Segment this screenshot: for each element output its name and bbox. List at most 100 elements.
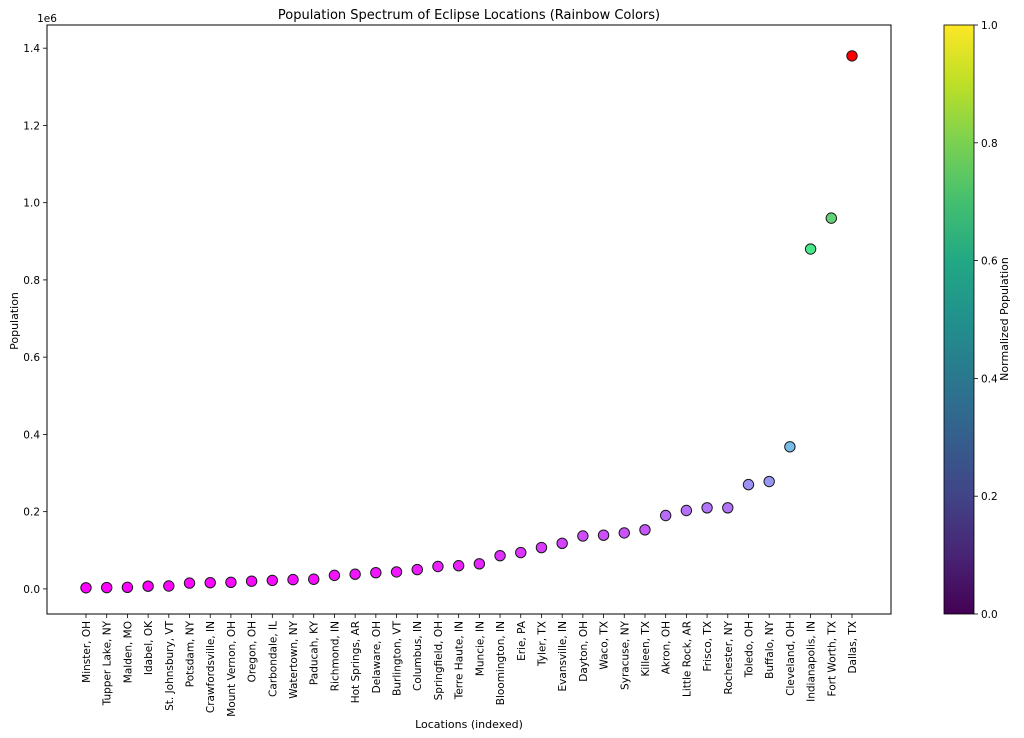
data-point bbox=[784, 441, 796, 453]
data-point bbox=[204, 577, 216, 589]
data-point bbox=[349, 568, 361, 580]
y-tick-label: 0.0 bbox=[23, 584, 40, 596]
data-point bbox=[494, 549, 506, 562]
x-tick-label: Fort Worth, TX bbox=[826, 621, 838, 696]
x-tick-label: Watertown, NY bbox=[288, 620, 300, 698]
data-point bbox=[287, 573, 299, 586]
x-tick-label: Waco, TX bbox=[599, 621, 611, 670]
data-point bbox=[390, 566, 403, 578]
data-point bbox=[722, 502, 734, 514]
x-tick-label: Indianapolis, IN bbox=[806, 621, 818, 702]
x-tick-label: Syracuse, NY bbox=[619, 620, 631, 690]
x-tick-label: Oregon, OH bbox=[247, 621, 259, 682]
x-tick-label: Little Rock, AR bbox=[681, 621, 693, 697]
data-point bbox=[804, 243, 817, 255]
data-point bbox=[597, 529, 610, 541]
colorbar-label: Normalized Population bbox=[998, 257, 1011, 381]
x-tick-label: Frisco, TX bbox=[702, 621, 714, 671]
x-tick-label: Paducah, KY bbox=[309, 620, 321, 685]
x-tick-label: Delaware, OH bbox=[371, 621, 383, 693]
x-tick-label: Rochester, NY bbox=[723, 620, 735, 694]
x-tick-label: Cleveland, OH bbox=[785, 621, 797, 696]
data-point bbox=[577, 530, 589, 542]
y-tick-label: 0.2 bbox=[23, 507, 40, 519]
x-tick-label: Springfield, OH bbox=[433, 621, 445, 700]
colorbar-ticks: 0.0 0.2 0.4 0.6 0.8 1.0 bbox=[974, 20, 998, 621]
chart-title: Population Spectrum of Eclipse Locations… bbox=[278, 8, 660, 23]
data-point bbox=[535, 541, 548, 554]
x-tick-label: Akron, OH bbox=[661, 621, 673, 674]
x-tick-label: Dallas, TX bbox=[847, 621, 859, 674]
y-axis-multiplier: 1e6 bbox=[37, 13, 57, 25]
data-point bbox=[473, 558, 486, 570]
x-tick-label: Minster, OH bbox=[81, 621, 93, 683]
data-point bbox=[308, 573, 320, 585]
x-tick-label: Erie, PA bbox=[516, 620, 528, 661]
data-point bbox=[742, 478, 755, 491]
colorbar-tick-label: 0.4 bbox=[981, 373, 998, 385]
y-axis-ticks: 0.0 0.2 0.4 0.6 0.8 1.0 1.2 1.4 bbox=[23, 43, 47, 596]
x-tick-label: Toledo, OH bbox=[743, 621, 755, 678]
y-tick-label: 1.0 bbox=[23, 198, 40, 210]
data-point bbox=[846, 50, 858, 62]
x-tick-label: Tyler, TX bbox=[536, 621, 548, 667]
data-point bbox=[659, 509, 672, 522]
data-point bbox=[225, 576, 237, 589]
x-tick-label: Buffalo, NY bbox=[764, 620, 776, 678]
x-tick-label: Tupper Lake, NY bbox=[102, 620, 114, 706]
data-point bbox=[142, 580, 154, 592]
y-tick-label: 0.8 bbox=[23, 275, 40, 287]
data-point bbox=[825, 212, 837, 224]
colorbar-tick-label: 0.0 bbox=[981, 609, 998, 621]
x-tick-label: Evansville, IN bbox=[557, 621, 569, 691]
x-tick-label: Potsdam, NY bbox=[185, 620, 197, 687]
data-point bbox=[80, 582, 92, 594]
data-point bbox=[639, 524, 651, 536]
x-tick-label: Killeen, TX bbox=[640, 621, 652, 677]
y-tick-label: 1.4 bbox=[23, 43, 40, 55]
x-tick-label: Dayton, OH bbox=[578, 621, 590, 682]
x-tick-label: Idabel, OK bbox=[143, 620, 155, 675]
colorbar-tick-label: 0.2 bbox=[981, 491, 998, 503]
x-tick-label: Bloomington, IN bbox=[495, 621, 507, 705]
data-point bbox=[763, 475, 775, 488]
y-tick-label: 0.6 bbox=[23, 352, 40, 364]
y-tick-label: 0.4 bbox=[23, 429, 40, 441]
x-tick-label: Muncie, IN bbox=[474, 621, 486, 676]
y-axis-label: Population bbox=[8, 292, 21, 350]
x-tick-label: Hot Springs, AR bbox=[350, 621, 362, 703]
data-point bbox=[121, 581, 134, 594]
colorbar-tick-label: 0.6 bbox=[981, 256, 998, 268]
data-point bbox=[370, 566, 382, 579]
x-tick-label: Terre Haute, IN bbox=[454, 621, 466, 700]
data-point bbox=[183, 577, 196, 589]
x-tick-label: Carbondale, IL bbox=[267, 621, 279, 697]
x-tick-label: Burlington, VT bbox=[392, 620, 404, 695]
data-point bbox=[701, 502, 713, 514]
x-tick-label: Mount Vernon, OH bbox=[226, 621, 238, 717]
x-tick-label: Columbus, IN bbox=[412, 621, 424, 691]
data-points bbox=[80, 50, 858, 594]
data-point bbox=[556, 537, 568, 550]
data-point bbox=[328, 569, 341, 582]
data-point bbox=[411, 563, 423, 576]
x-tick-label: St. Johnsbury, VT bbox=[164, 620, 176, 710]
data-point bbox=[245, 575, 258, 587]
colorbar-tick-label: 0.8 bbox=[981, 138, 998, 150]
x-tick-label: Richmond, IN bbox=[329, 621, 341, 691]
data-point bbox=[266, 574, 279, 587]
plot-frame bbox=[46, 24, 892, 615]
x-axis-ticks: Minster, OH Tupper Lake, NY Malden, MO Idab… bbox=[81, 614, 859, 717]
data-point bbox=[515, 546, 527, 559]
y-tick-label: 1.2 bbox=[23, 120, 40, 132]
data-point bbox=[452, 560, 465, 572]
data-point bbox=[163, 580, 175, 592]
data-point bbox=[618, 527, 630, 539]
data-point bbox=[101, 581, 113, 594]
x-axis-label: Locations (indexed) bbox=[415, 718, 523, 731]
data-point bbox=[432, 560, 444, 573]
x-tick-label: Malden, MO bbox=[122, 621, 134, 683]
x-tick-label: Crawfordsville, IN bbox=[205, 621, 217, 713]
